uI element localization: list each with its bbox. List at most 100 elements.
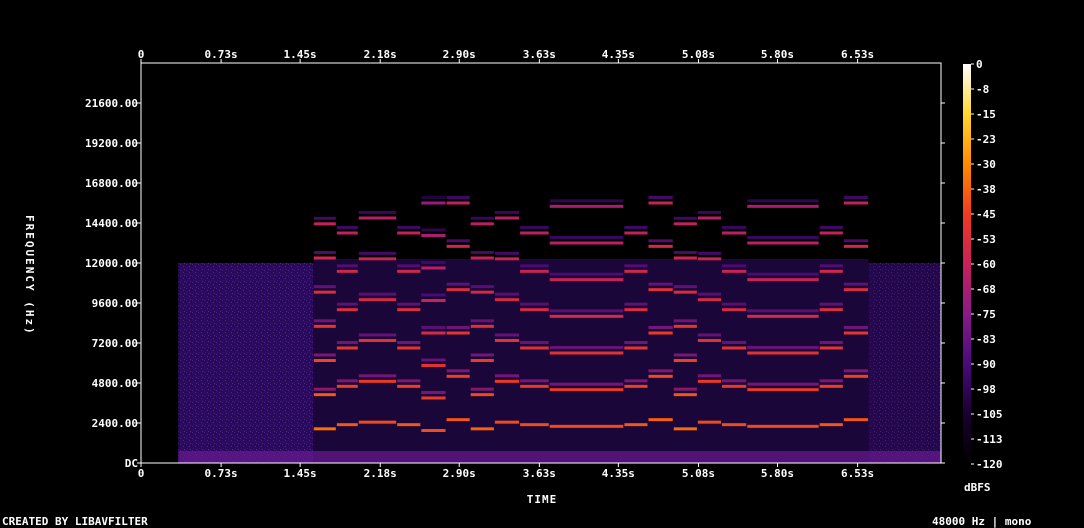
harmonic-mark: [697, 216, 722, 220]
harmonic-mark: [648, 201, 673, 205]
colorbar-tick-label: -68: [976, 283, 996, 296]
harmonic-mark: [747, 204, 819, 208]
harmonic-mark: [446, 418, 470, 422]
harmonic-sideband: [747, 236, 819, 239]
harmonic-mark: [648, 244, 673, 248]
colorbar-tick-label: -90: [976, 358, 996, 371]
harmonic-sideband: [446, 239, 470, 243]
x-tick-label-bottom: 0: [138, 467, 145, 480]
y-axis-label: FREQUENCY (Hz): [23, 214, 36, 336]
harmonic-mark: [313, 359, 336, 362]
harmonic-mark: [624, 346, 648, 350]
harmonic-sideband: [722, 302, 747, 306]
y-tick-label: 21600.00: [85, 97, 138, 110]
spectrogram-plot: [141, 63, 941, 463]
harmonic-mark: [549, 388, 624, 392]
harmonic-mark: [549, 241, 624, 245]
x-axis-label: TIME: [526, 493, 558, 506]
harmonic-sideband: [673, 353, 697, 357]
noise-floor-region: [178, 263, 314, 463]
harmonic-sideband: [494, 211, 520, 214]
x-tick-label-bottom: 6.53s: [841, 467, 874, 480]
colorbar-tick-label: -105: [976, 408, 1003, 421]
harmonic-sideband: [697, 211, 722, 214]
colorbar-tick-label: -45: [976, 208, 996, 221]
harmonic-mark: [747, 241, 819, 245]
harmonic-sideband: [494, 333, 520, 337]
harmonic-mark: [494, 379, 520, 383]
harmonic-sideband: [549, 309, 624, 313]
harmonic-mark: [648, 374, 673, 378]
y-tick-label: 14400.00: [85, 217, 138, 230]
tail-noise-region: [868, 263, 941, 463]
tonal-background: [313, 259, 869, 463]
harmonic-sideband: [648, 326, 673, 329]
colorbar-tick-label: -120: [976, 458, 1003, 471]
colorbar-tick-label: -113: [976, 433, 1003, 446]
y-tick-label: DC: [125, 457, 138, 470]
harmonic-mark: [313, 324, 336, 328]
harmonic-mark: [673, 256, 697, 260]
harmonic-mark: [421, 331, 446, 335]
harmonic-sideband: [446, 369, 470, 373]
x-tick-label-bottom: 4.35s: [602, 467, 635, 480]
harmonic-mark: [722, 384, 747, 388]
harmonic-mark: [549, 278, 624, 282]
harmonic-sideband: [673, 387, 697, 391]
harmonic-mark: [494, 420, 520, 424]
harmonic-sideband: [722, 226, 747, 229]
y-tick-label: 4800.00: [92, 377, 138, 390]
harmonic-mark: [336, 269, 358, 273]
harmonic-sideband: [747, 272, 819, 276]
harmonic-sideband: [722, 264, 747, 268]
harmonic-mark: [336, 384, 358, 388]
harmonic-mark: [520, 231, 549, 235]
harmonic-mark: [819, 384, 843, 388]
harmonic-sideband: [313, 251, 336, 254]
harmonic-mark: [722, 308, 747, 312]
harmonic-mark: [673, 290, 697, 294]
harmonic-sideband: [843, 239, 869, 243]
harmonic-mark: [747, 388, 819, 392]
harmonic-sideband: [470, 216, 494, 220]
x-tick-label-bottom: 2.90s: [443, 467, 476, 480]
harmonic-sideband: [648, 239, 673, 243]
harmonic-mark: [397, 269, 421, 273]
harmonic-mark: [648, 331, 673, 335]
x-tick-label-bottom: 2.18s: [364, 467, 397, 480]
harmonic-mark: [313, 393, 336, 397]
harmonic-sideband: [747, 309, 819, 313]
harmonic-sideband: [843, 326, 869, 329]
harmonic-mark: [843, 244, 869, 248]
harmonic-mark: [470, 256, 494, 260]
harmonic-sideband: [421, 358, 446, 362]
harmonic-mark: [421, 299, 446, 302]
harmonic-sideband: [624, 226, 648, 229]
harmonic-sideband: [697, 374, 722, 378]
harmonic-sideband: [549, 346, 624, 349]
harmonic-sideband: [336, 226, 358, 229]
harmonic-mark: [520, 269, 549, 273]
harmonic-mark: [673, 393, 697, 397]
harmonic-mark: [624, 423, 648, 427]
y-tick-label: 7200.00: [92, 337, 138, 350]
harmonic-mark: [697, 339, 722, 342]
harmonic-sideband: [819, 341, 843, 344]
harmonic-sideband: [549, 236, 624, 239]
harmonic-mark: [747, 314, 819, 318]
harmonic-mark: [549, 351, 624, 355]
harmonic-mark: [747, 351, 819, 355]
harmonic-sideband: [648, 196, 673, 199]
harmonic-mark: [313, 256, 336, 260]
harmonic-sideband: [421, 391, 446, 394]
harmonic-mark: [358, 339, 397, 342]
harmonic-mark: [673, 359, 697, 362]
harmonic-sideband: [673, 285, 697, 289]
harmonic-mark: [446, 288, 470, 292]
harmonic-sideband: [336, 264, 358, 268]
harmonic-mark: [470, 359, 494, 362]
harmonic-sideband: [697, 251, 722, 255]
x-tick-label-top: 0: [138, 48, 145, 61]
harmonic-mark: [673, 427, 697, 431]
